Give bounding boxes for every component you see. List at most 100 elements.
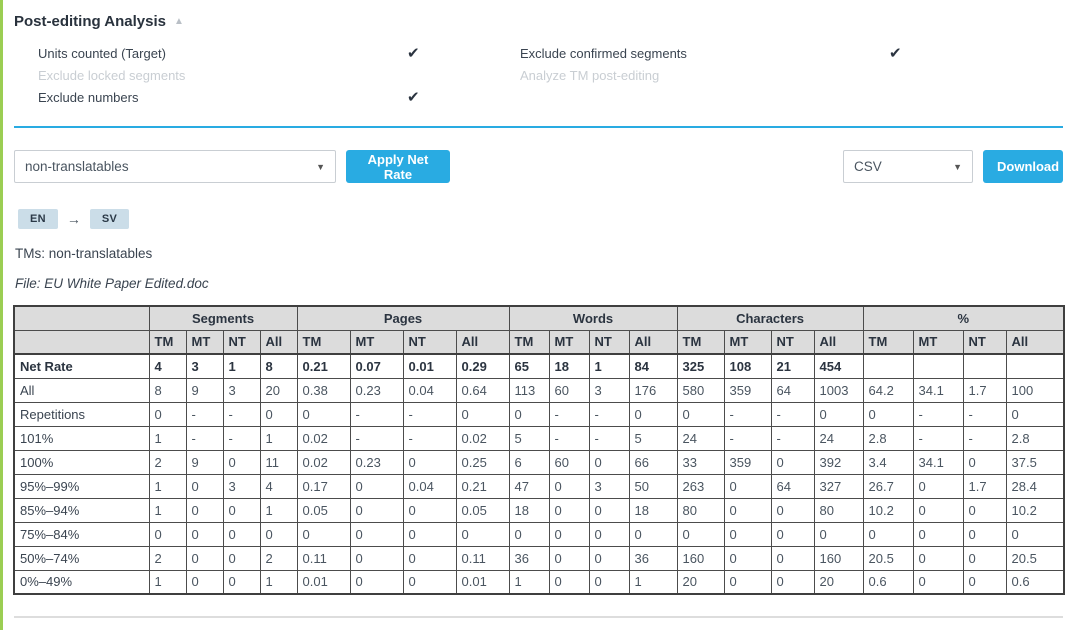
row-label: 85%–94% — [13, 497, 150, 523]
table-cell: 0 — [628, 521, 678, 547]
table-cell: 18 — [548, 353, 590, 379]
table-cell: - — [402, 425, 457, 451]
option-label: Units counted (Target) — [38, 45, 166, 61]
table-cell: 0 — [222, 521, 261, 547]
table-cell: - — [222, 425, 261, 451]
table-cell: 0 — [402, 497, 457, 523]
table-cell: - — [770, 401, 815, 427]
table-subheader: MT — [912, 329, 964, 355]
table-cell: 84 — [628, 353, 678, 379]
checkmark-icon: ✔ — [889, 44, 902, 62]
table-row: 50%–74% 2 0 0 2 0.11 0 0 0.11 36 0 0 36 160 0 0 160 20.5 0… — [13, 545, 1065, 571]
table-cell: 0 — [548, 521, 590, 547]
format-select[interactable]: CSV ▼ — [843, 150, 973, 183]
table-body: Net Rate 4 3 1 8 0.21 0.07 0.01 0.29 65 18 1 84 325 10… — [13, 353, 1065, 595]
table-cell: 0 — [588, 521, 630, 547]
table-cell: 80 — [676, 497, 725, 523]
table-cell: 1 — [259, 497, 298, 523]
net-rate-select[interactable]: non-translatables ▼ — [14, 150, 336, 183]
format-select-value: CSV — [854, 159, 882, 174]
table-cell: 0 — [508, 401, 550, 427]
table-cell: 0 — [962, 569, 1007, 595]
table-cell: 1 — [588, 353, 630, 379]
table-cell: 2.8 — [1005, 425, 1065, 451]
table-cell: 0 — [588, 569, 630, 595]
table-cell: 0 — [912, 521, 964, 547]
table-cell: 100 — [1005, 377, 1065, 403]
table-cell: 3 — [588, 377, 630, 403]
table-subheader: MT — [723, 329, 772, 355]
table-cell: 263 — [676, 473, 725, 499]
table-cell: 0.02 — [296, 425, 351, 451]
table-cell: 0 — [962, 521, 1007, 547]
table-cell: 4 — [259, 473, 298, 499]
table-cell: 0 — [222, 497, 261, 523]
row-label: All — [13, 377, 150, 403]
table-cell: 0.07 — [349, 353, 404, 379]
table-cell: 0 — [770, 497, 815, 523]
table-cell: - — [770, 425, 815, 451]
table-cell: 0 — [676, 401, 725, 427]
table-cell: 0 — [548, 497, 590, 523]
table-cell — [912, 353, 964, 379]
checkmark-icon: ✔ — [407, 88, 420, 106]
table-subheader: MT — [185, 329, 224, 355]
table-cell: - — [962, 425, 1007, 451]
table-row: 100% 2 9 0 11 0.02 0.23 0 0.25 6 60 0 66 33 359 0 392 3.4… — [13, 449, 1065, 475]
table-cell: 0.6 — [862, 569, 914, 595]
table-cell: 20 — [259, 377, 298, 403]
row-label: Repetitions — [13, 401, 150, 427]
table-cell: 5 — [508, 425, 550, 451]
table-cell: 9 — [185, 377, 224, 403]
table-cell: 359 — [723, 449, 772, 475]
table-cell: 0 — [588, 545, 630, 571]
table-cell: 0 — [588, 449, 630, 475]
table-cell: 28.4 — [1005, 473, 1065, 499]
table-row: 85%–94% 1 0 0 1 0.05 0 0 0.05 18 0 0 18 80 0 0 80 10.2 0 0 1… — [13, 497, 1065, 523]
table-cell: 36 — [508, 545, 550, 571]
table-group-header: Words — [508, 305, 678, 331]
download-button[interactable]: Download — [983, 150, 1063, 183]
collapse-icon[interactable]: ▲ — [173, 15, 184, 27]
table-cell: 0 — [770, 569, 815, 595]
table-group-header: % — [862, 305, 1065, 331]
table-cell: 4 — [148, 353, 187, 379]
row-label: 100% — [13, 449, 150, 475]
table-subheader: MT — [349, 329, 404, 355]
table-cell: 0 — [296, 521, 351, 547]
table-cell: 0 — [912, 545, 964, 571]
table-cell: 1003 — [813, 377, 864, 403]
option-units-counted: Units counted (Target) ✔ — [38, 42, 520, 64]
table-subheader: MT — [548, 329, 590, 355]
table-cell: 0 — [349, 473, 404, 499]
table-cell: 5 — [628, 425, 678, 451]
table-cell: 1 — [259, 569, 298, 595]
table-cell: 0.23 — [349, 449, 404, 475]
table-cell: 64 — [770, 377, 815, 403]
table-group-header-row: Segments Pages Words Characters% — [13, 305, 1065, 331]
table-cell: 10.2 — [862, 497, 914, 523]
table-cell: 1 — [148, 473, 187, 499]
table-subheader: TM — [296, 329, 351, 355]
table-cell: - — [962, 401, 1007, 427]
options-section: Units counted (Target) ✔ Exclude locked … — [11, 30, 1063, 120]
table-cell: 2.8 — [862, 425, 914, 451]
option-exclude-confirmed: Exclude confirmed segments ✔ — [520, 42, 1063, 64]
table-cell: 0 — [676, 521, 725, 547]
table-cell: 0.01 — [296, 569, 351, 595]
table-group-header: Characters — [676, 305, 864, 331]
table-cell: 0 — [148, 521, 187, 547]
table-cell: - — [185, 425, 224, 451]
table-cell: - — [548, 401, 590, 427]
table-cell: 0 — [912, 473, 964, 499]
table-group-header: Pages — [296, 305, 510, 331]
apply-net-rate-button[interactable]: Apply Net Rate — [346, 150, 450, 183]
table-subheader: NT — [962, 329, 1007, 355]
table-cell: 1 — [508, 569, 550, 595]
table-cell: 3.4 — [862, 449, 914, 475]
table-cell: 0.29 — [455, 353, 510, 379]
table-cell: 0 — [770, 521, 815, 547]
table-cell: 160 — [676, 545, 725, 571]
table-cell: 325 — [676, 353, 725, 379]
row-label: 75%–84% — [13, 521, 150, 547]
